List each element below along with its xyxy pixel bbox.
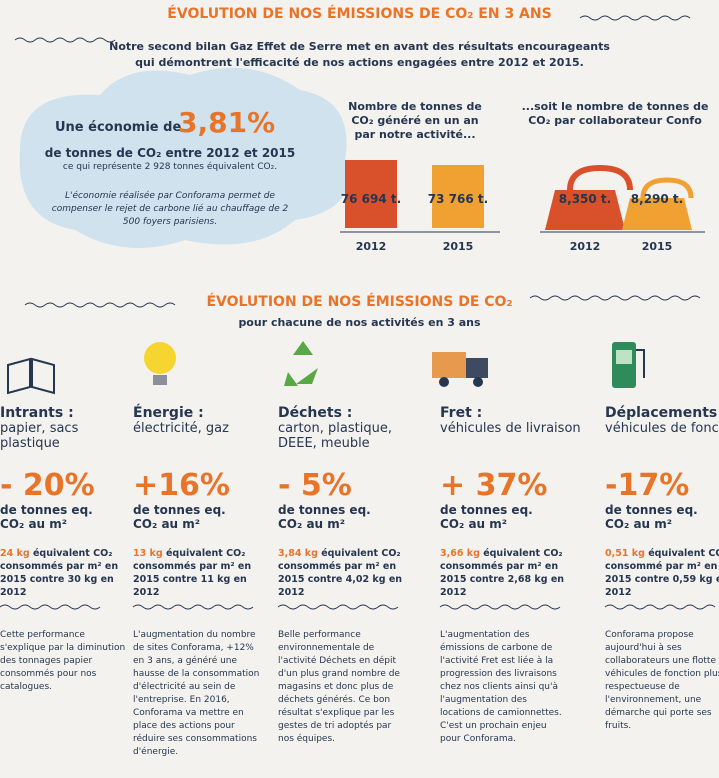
spacer <box>278 615 420 629</box>
activity-unit: de tonnes eq. CO₂ au m² <box>278 503 378 547</box>
spacer <box>133 615 275 629</box>
activity-name: Intrants : <box>0 405 142 421</box>
activity-scope: électricité, gaz <box>133 421 275 469</box>
activity-scope: papier, sacs plastique <box>0 421 142 469</box>
activity-detail: 3,66 kg équivalent CO₂ consommés par m² … <box>440 547 582 615</box>
activity-unit: de tonnes eq. CO₂ au m² <box>0 503 100 547</box>
activity-highlight: 3,66 kg <box>440 548 480 559</box>
cloud-lead: Une économie de <box>55 120 181 135</box>
title: ÉVOLUTION DE NOS ÉMISSIONS DE CO₂ EN 3 A… <box>0 6 719 22</box>
cloud-figure: 3,81% <box>178 106 275 139</box>
cloud-line: de tonnes de CO₂ entre 2012 et 2015 <box>40 146 300 160</box>
activity-column: Fret :véhicules de livraison+ 37%de tonn… <box>440 405 582 746</box>
activity-highlight: 24 kg <box>0 548 30 559</box>
year: 2015 <box>428 240 488 253</box>
activity-name: Déplacements : <box>605 405 719 421</box>
subtitle: Notre second bilan Gaz Effet de Serre me… <box>0 40 719 53</box>
activity-change: + 37% <box>440 469 582 503</box>
section-subtitle: pour chacune de nos activités en 3 ans <box>0 316 719 329</box>
activity-description: L'augmentation du nombre de sites Confor… <box>133 629 261 759</box>
activity-change: +16% <box>133 469 275 503</box>
activity-description: Conforama propose aujourd'hui à ses coll… <box>605 629 719 733</box>
activity-description: L'augmentation des émissions de carbone … <box>440 629 568 746</box>
activity-column: Énergie :électricité, gaz+16%de tonnes e… <box>133 405 275 759</box>
activity-detail: 0,51 kg équivalent CO₂ consommé par m² e… <box>605 547 719 615</box>
activity-description: Belle performance environnementale de l'… <box>278 629 406 746</box>
activity-highlight: 13 kg <box>133 548 163 559</box>
activity-column: Déplacements :véhicules de fonction-17%d… <box>605 405 719 733</box>
activity-change: - 5% <box>278 469 420 503</box>
year: 2015 <box>627 240 687 253</box>
activity-detail: 13 kg équivalent CO₂ consommés par m² en… <box>133 547 275 615</box>
activity-description: Cette performance s'explique par la dimi… <box>0 629 128 694</box>
activity-column: Déchets :carton, plastique, DEEE, meuble… <box>278 405 420 746</box>
activity-change: - 20% <box>0 469 142 503</box>
spacer <box>0 615 142 629</box>
activity-unit: de tonnes eq. CO₂ au m² <box>605 503 705 547</box>
activity-scope: véhicules de fonction <box>605 421 719 469</box>
per-employee-value: 8,290 t. <box>612 192 702 206</box>
activity-name: Déchets : <box>278 405 420 421</box>
year: 2012 <box>555 240 615 253</box>
spacer <box>605 615 719 629</box>
tonnes-value: 76 694 t. <box>326 192 416 206</box>
activity-name: Fret : <box>440 405 582 421</box>
tonnes-value: 73 766 t. <box>413 192 503 206</box>
activity-highlight: 3,84 kg <box>278 548 318 559</box>
per-employee-title: ...soit le nombre de tonnes de CO₂ par c… <box>515 100 715 128</box>
subtitle: qui démontrent l'efficacité de nos actio… <box>0 56 719 69</box>
activity-change: -17% <box>605 469 719 503</box>
activity-unit: de tonnes eq. CO₂ au m² <box>133 503 233 547</box>
activity-unit: de tonnes eq. CO₂ au m² <box>440 503 540 547</box>
activity-highlight: 0,51 kg <box>605 548 645 559</box>
section-title: ÉVOLUTION DE NOS ÉMISSIONS DE CO₂ <box>0 294 719 310</box>
cloud-note: L'économie réalisée par Conforama permet… <box>42 190 298 229</box>
spacer <box>440 615 582 629</box>
activity-scope: carton, plastique, DEEE, meuble <box>278 421 420 469</box>
year: 2012 <box>341 240 401 253</box>
activity-detail: 24 kg équivalent CO₂ consommés par m² en… <box>0 547 142 615</box>
page: ÉVOLUTION DE NOS ÉMISSIONS DE CO₂ EN 3 A… <box>0 0 719 778</box>
activity-detail: 3,84 kg équivalent CO₂ consommés par m² … <box>278 547 420 615</box>
activity-name: Énergie : <box>133 405 275 421</box>
activity-column: Intrants :papier, sacs plastique- 20%de … <box>0 405 142 694</box>
activity-scope: véhicules de livraison <box>440 421 582 469</box>
tonnes-title: Nombre de tonnes de CO₂ généré en un an … <box>345 100 485 142</box>
cloud-line: ce qui représente 2 928 tonnes équivalen… <box>40 162 300 172</box>
